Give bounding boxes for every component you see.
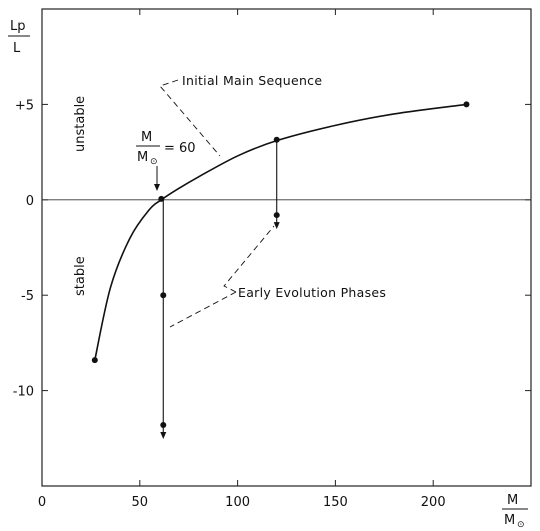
x-tick-label: 100	[225, 495, 250, 510]
x-axis-label-top: M	[507, 493, 518, 508]
evolution-track-arrow	[273, 222, 280, 230]
initial-main-sequence-pointer	[159, 79, 221, 157]
plot-border	[41, 8, 532, 487]
mass-annotation-arrow-head	[154, 184, 160, 191]
mass-annotation: M M ⊙ = 60	[136, 130, 196, 191]
initial-main-sequence-curve	[94, 103, 467, 361]
x-axis-label: M M ⊙	[502, 493, 528, 530]
main-sequence-point	[463, 101, 470, 108]
main-sequence-point	[91, 357, 98, 364]
y-axis-label-bottom: L	[13, 41, 21, 56]
mass-annotation-denominator: M	[137, 150, 148, 165]
mass-annotation-value: = 60	[164, 141, 196, 156]
x-axis-label-bottom: M	[504, 513, 515, 528]
y-tick-label: -5	[21, 289, 34, 304]
evolution-tracks	[160, 139, 280, 439]
main-sequence-point	[158, 195, 165, 202]
y-axis-label-top: Lp	[10, 19, 26, 34]
y-tick-label: +5	[15, 98, 34, 113]
x-tick-label: 0	[38, 495, 46, 510]
mass-annotation-numerator: M	[141, 130, 152, 145]
plot-frame	[41, 8, 532, 487]
evolution-point	[160, 421, 167, 428]
early-evolution-phases-pointer-upper	[223, 225, 275, 293]
stable-label: stable	[73, 256, 88, 296]
x-tick-label: 200	[421, 495, 446, 510]
x-axis-label-subscript: ⊙	[517, 520, 525, 530]
mass-annotation-subscript: ⊙	[150, 157, 158, 167]
initial-main-sequence-label: Initial Main Sequence	[182, 73, 322, 88]
evolution-point	[160, 292, 167, 299]
x-tick-label: 150	[323, 495, 348, 510]
main-sequence-point	[273, 136, 280, 143]
tick-labels: 0 50 100 150 200 +5 0 -5 -10	[13, 98, 446, 510]
early-evolution-phases-label: Early Evolution Phases	[238, 285, 386, 300]
y-axis-label: Lp L	[8, 19, 30, 56]
evolution-point	[273, 212, 280, 219]
evolution-track-arrow	[160, 431, 167, 439]
y-tick-label: -10	[13, 385, 34, 400]
data-points	[91, 101, 470, 428]
y-tick-label: 0	[26, 194, 34, 209]
early-evolution-phases-pointer-lower	[169, 291, 237, 328]
x-tick-label: 50	[132, 495, 149, 510]
unstable-label: unstable	[73, 96, 88, 152]
